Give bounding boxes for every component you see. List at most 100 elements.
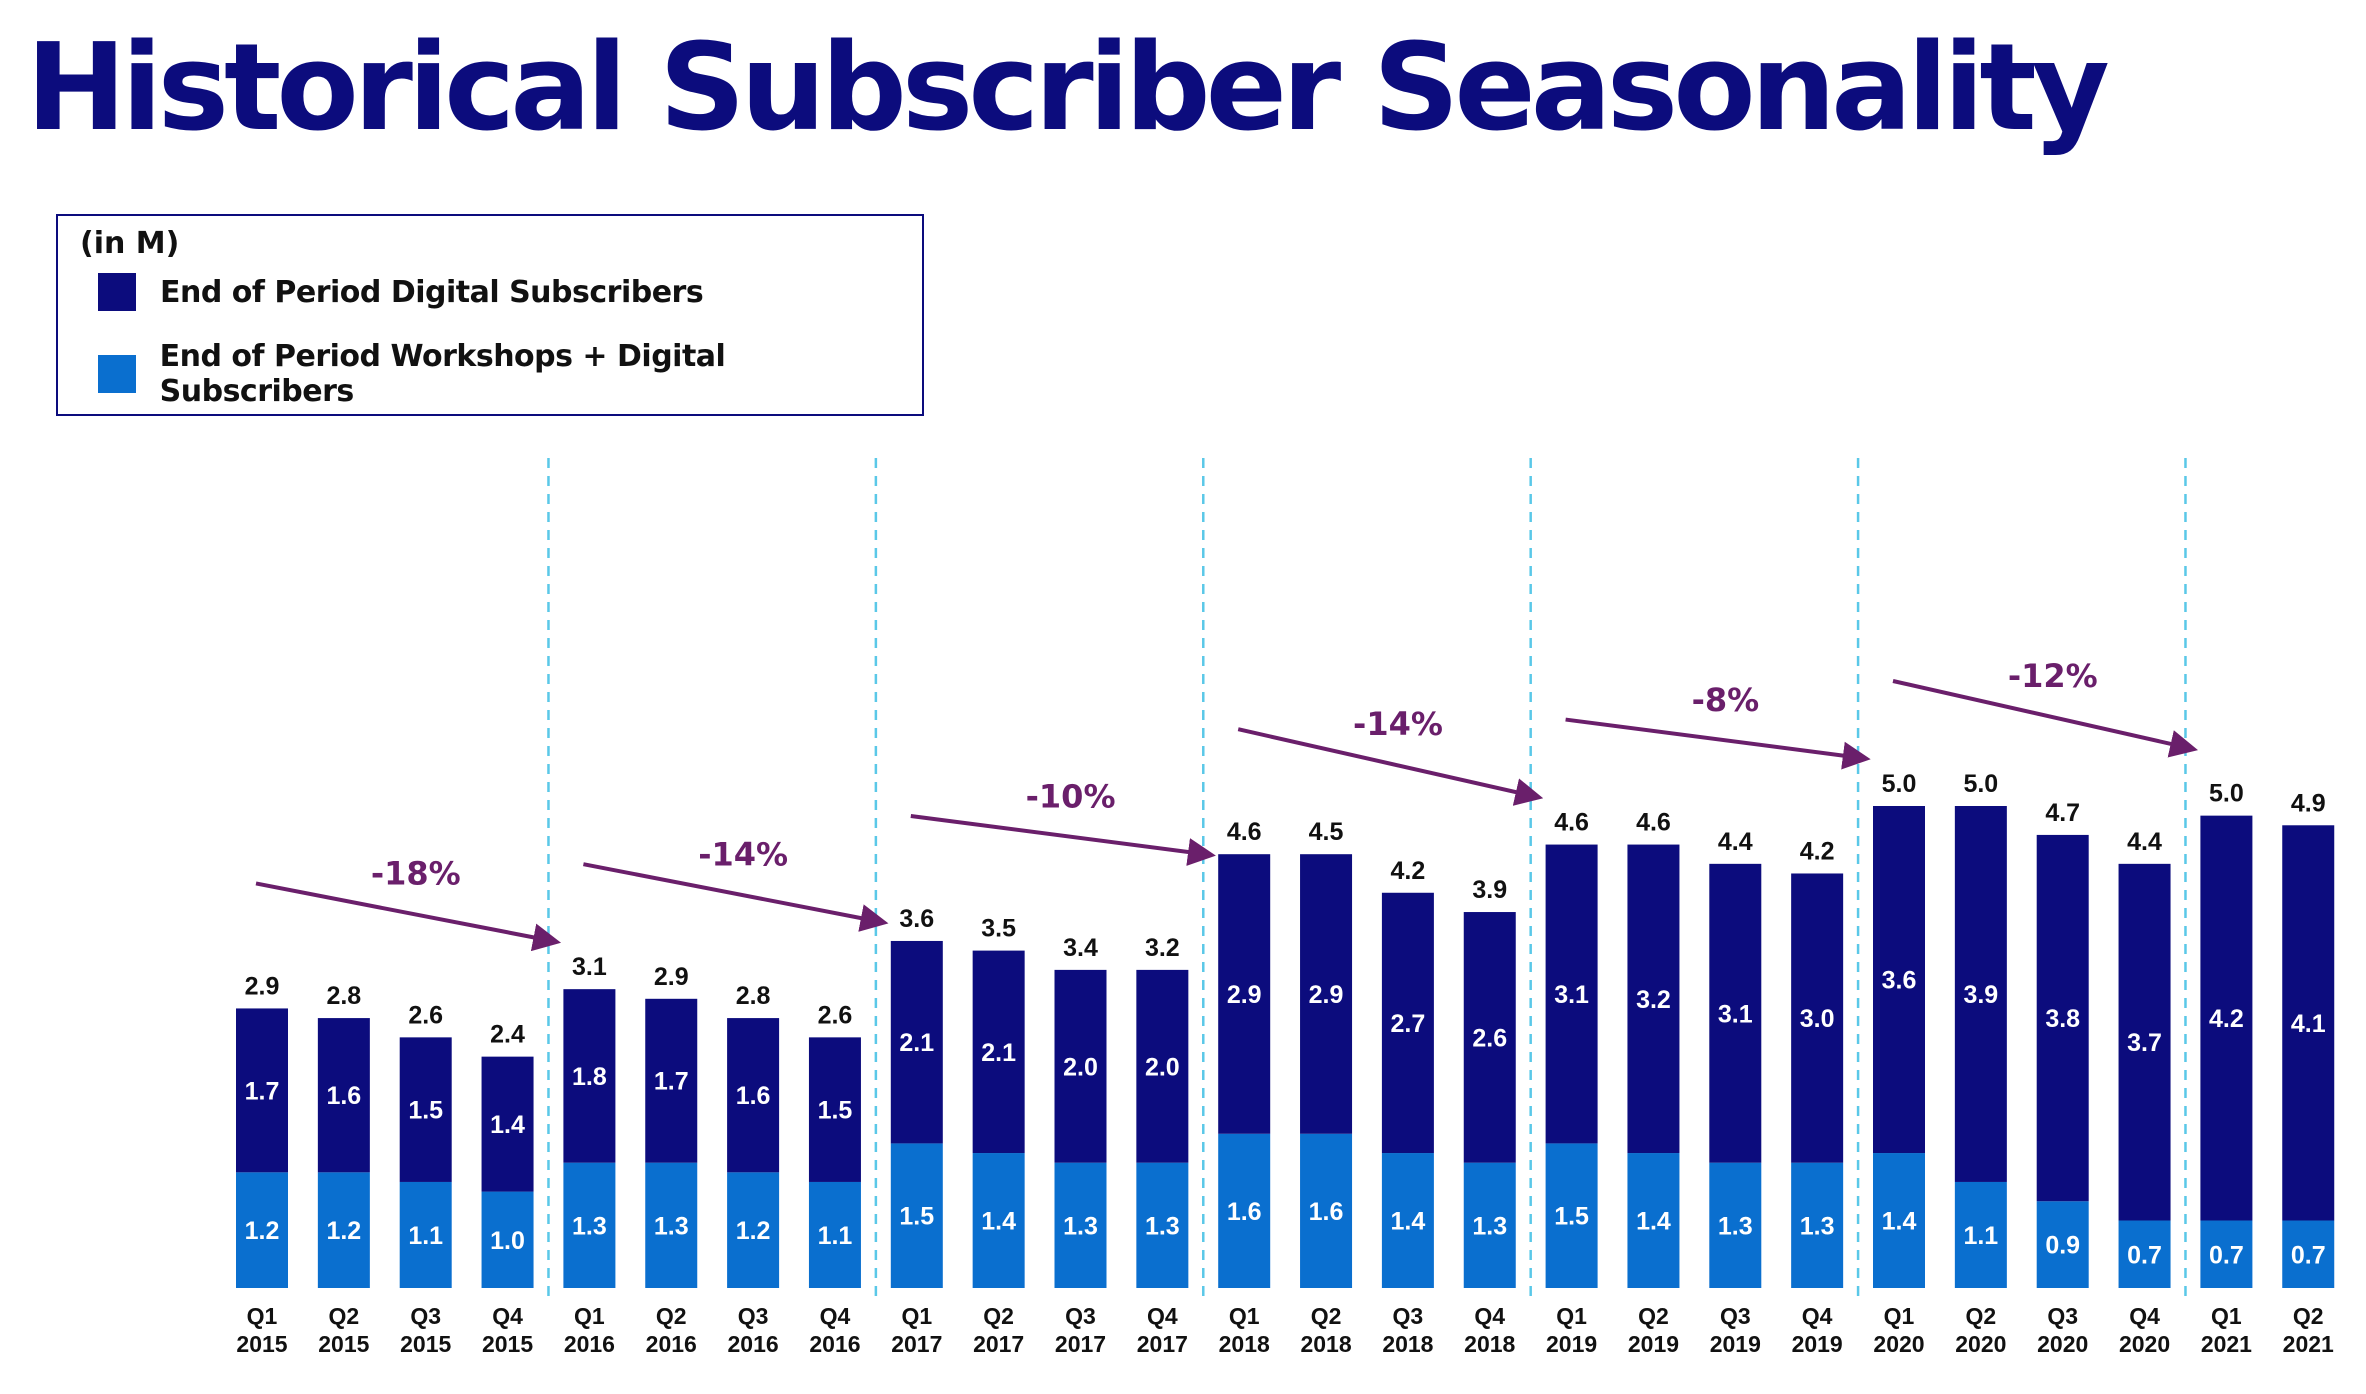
bar-digital [1054,969,1107,1163]
data-label-digital: 2.9 [1227,981,1262,1009]
bar-digital [1627,844,1680,1154]
data-label-digital: 1.6 [736,1082,771,1110]
seasonality-arrow [1565,717,1871,770]
data-label-total: 4.7 [2045,799,2080,827]
bar-workshops [2200,1220,2253,1288]
seasonality-arrow [583,862,889,932]
x-tick-label-quarter: Q2 [1638,1303,1669,1329]
x-tick-label-quarter: Q3 [1393,1303,1424,1329]
bar-digital [808,1037,861,1182]
data-label-total: 4.2 [1800,837,1835,865]
bar-digital [236,1008,288,1173]
bar-workshops [1873,1153,1925,1288]
data-label-workshops: 0.7 [2209,1241,2244,1269]
x-tick-label-quarter: Q2 [983,1303,1014,1329]
x-tick-label-year: 2020 [2119,1331,2170,1357]
data-label-workshops: 1.2 [736,1217,771,1245]
data-label-digital: 1.5 [408,1097,443,1125]
seasonality-pct-label: -8% [1692,681,1760,719]
x-tick-label-year: 2017 [1137,1331,1188,1357]
bar-workshops [1954,1181,2007,1288]
x-tick-label-quarter: Q3 [1720,1303,1751,1329]
x-tick-label-quarter: Q3 [1065,1303,1096,1329]
x-tick-label-year: 2021 [2201,1331,2252,1357]
data-label-total: 4.9 [2291,789,2326,817]
bar-digital [1709,863,1762,1163]
bar-digital [399,1037,452,1182]
seasonality-arrow [1237,727,1544,806]
x-tick-label-year: 2019 [1792,1331,1843,1357]
x-tick-label-quarter: Q3 [2047,1303,2078,1329]
data-label-workshops: 1.5 [1554,1203,1589,1231]
data-label-total: 2.8 [736,982,771,1010]
bar-digital [1136,969,1189,1163]
bar-workshops [317,1172,370,1288]
seasonality-pct-label: -14% [1353,705,1443,743]
data-label-workshops: 1.3 [1063,1212,1098,1240]
bar-digital [563,989,616,1163]
x-tick-label-quarter: Q2 [1966,1303,1997,1329]
bar-digital [1791,873,1844,1163]
data-label-total: 4.4 [1718,828,1753,856]
x-tick-label-quarter: Q2 [329,1303,360,1329]
x-tick-label-quarter: Q1 [574,1303,605,1329]
x-tick-label-year: 2015 [482,1331,533,1357]
data-label-workshops: 1.3 [572,1212,607,1240]
x-tick-label-year: 2020 [1955,1331,2006,1357]
bar-digital [2036,834,2089,1202]
data-label-workshops: 1.3 [654,1212,689,1240]
data-label-workshops: 1.2 [245,1217,280,1245]
data-label-workshops: 0.7 [2291,1241,2326,1269]
data-label-digital: 2.6 [1472,1024,1507,1052]
data-label-total: 3.9 [1472,876,1507,904]
data-label-total: 2.4 [490,1021,525,1049]
data-label-digital: 4.1 [2291,1010,2326,1038]
data-label-workshops: 1.4 [1882,1208,1917,1236]
x-tick-label-year: 2021 [2283,1331,2334,1357]
bar-digital [1954,806,2007,1182]
data-label-digital: 2.1 [899,1029,934,1057]
data-label-digital: 3.8 [2045,1005,2080,1033]
x-tick-label-quarter: Q2 [2293,1303,2324,1329]
data-label-workshops: 1.4 [1391,1208,1426,1236]
data-label-workshops: 0.9 [2045,1232,2080,1260]
x-tick-label-year: 2016 [809,1331,860,1357]
data-label-workshops: 1.3 [1472,1212,1507,1240]
data-label-workshops: 1.2 [326,1217,361,1245]
data-label-workshops: 1.5 [899,1203,934,1231]
legend-swatch-digital [98,273,136,311]
x-tick-label-quarter: Q1 [247,1303,278,1329]
x-tick-label-year: 2016 [564,1331,615,1357]
units-label: (in M) [80,226,180,261]
bar-digital [2118,863,2171,1221]
data-label-digital: 1.8 [572,1063,607,1091]
seasonality-arrow [1892,679,2199,758]
x-tick-label-quarter: Q4 [1802,1303,1833,1329]
data-label-digital: 2.1 [981,1039,1016,1067]
bar-workshops [2282,1220,2335,1288]
bar-workshops [1054,1162,1107,1288]
data-label-total: 4.6 [1227,818,1262,846]
bar-workshops [890,1143,943,1288]
bar-workshops [1709,1162,1762,1288]
legend-entry-workshops: End of Period Workshops + Digital Subscr… [98,339,922,409]
x-tick-label-year: 2016 [728,1331,779,1357]
x-tick-label-quarter: Q2 [656,1303,687,1329]
chart-legend: (in M) End of Period Digital Subscribers… [56,214,924,416]
x-tick-label-quarter: Q3 [410,1303,441,1329]
data-label-total: 4.5 [1309,818,1344,846]
x-tick-label-quarter: Q1 [2211,1303,2242,1329]
data-label-workshops: 1.1 [408,1222,443,1250]
legend-entry-digital: End of Period Digital Subscribers [98,272,704,312]
bar-digital [645,998,698,1163]
data-label-total: 2.8 [326,982,361,1010]
x-tick-label-quarter: Q1 [901,1303,932,1329]
data-label-digital: 3.7 [2127,1029,2162,1057]
bar-workshops [1300,1133,1353,1288]
data-label-workshops: 1.1 [818,1222,853,1250]
bar-workshops [563,1162,616,1288]
seasonality-pct-label: -12% [2008,657,2098,695]
x-tick-label-year: 2017 [973,1331,1024,1357]
x-tick-label-year: 2019 [1628,1331,1679,1357]
